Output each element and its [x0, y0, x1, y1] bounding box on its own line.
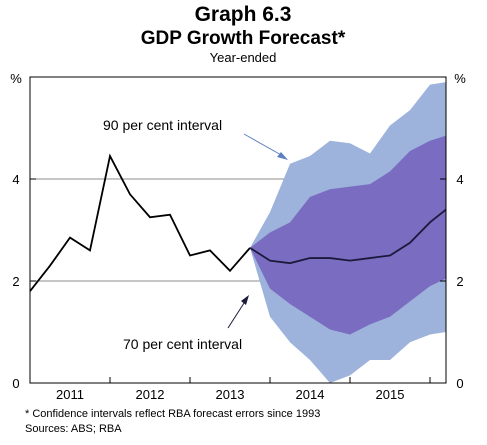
x-tick-label-2015: 2015 — [376, 387, 405, 402]
x-tick-label-2013: 2013 — [216, 387, 245, 402]
y-tick-label-left-0: 0 — [12, 376, 19, 391]
y-unit-left: % — [10, 71, 22, 86]
plot-frame — [29, 76, 447, 384]
annotation-90-label: 90 per cent interval — [103, 117, 222, 133]
annotation-70: 70 per cent interval — [123, 295, 249, 352]
y-tick-label-right-2: 2 — [456, 274, 463, 289]
band-layer — [250, 82, 446, 383]
x-tick-label-2012: 2012 — [136, 387, 165, 402]
tick-layer — [30, 178, 446, 383]
annotation-70-arrowhead — [241, 295, 249, 305]
annotation-70-arrow-line — [227, 299, 247, 329]
chart-title: Graph 6.3 — [195, 3, 292, 26]
annotation-70-label: 70 per cent interval — [123, 336, 242, 352]
chart-note: Year-ended — [210, 50, 277, 65]
line-layer — [29, 153, 447, 292]
x-tick-label-2011: 2011 — [56, 387, 84, 402]
annotation-90-arrowhead — [277, 152, 288, 160]
annotation-90: 90 per cent interval — [103, 117, 288, 160]
series-forecast-line — [249, 208, 447, 265]
axis-label-layer: 0 0 2 2 4 4 2011 2012 2013 2014 2015 — [12, 172, 463, 402]
chart-subtitle: GDP Growth Forecast* — [141, 28, 346, 49]
band-70-interval — [250, 135, 446, 335]
sources: Sources: ABS; RBA — [25, 423, 122, 435]
annotation-90-arrow-line — [243, 133, 284, 157]
y-tick-label-left-2: 2 — [12, 274, 19, 289]
y-tick-label-left-4: 4 — [12, 172, 19, 187]
y-tick-label-right-0: 0 — [456, 376, 463, 391]
footnote: * Confidence intervals reflect RBA forec… — [25, 408, 320, 420]
y-unit-right: % — [454, 71, 466, 86]
series-actual-line — [29, 153, 251, 292]
y-tick-label-right-4: 4 — [456, 172, 463, 187]
x-tick-label-2014: 2014 — [296, 387, 325, 402]
